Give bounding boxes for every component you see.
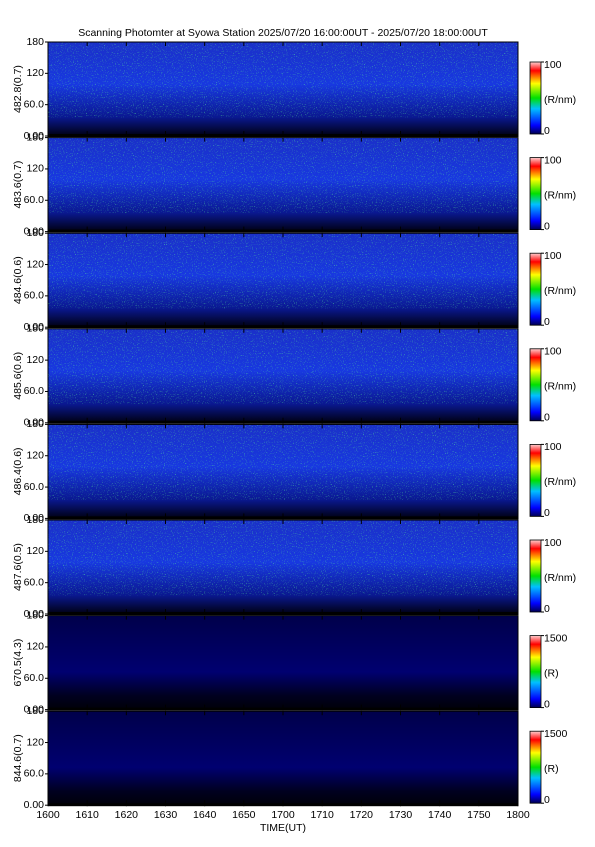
colorbar-label: (R): [544, 667, 559, 679]
colorbar-label: (R): [544, 763, 559, 775]
heatmap-noise: [48, 42, 518, 118]
y-tick-label: 120: [26, 67, 44, 79]
y-tick-label: 60.0: [24, 194, 45, 206]
y-tick-label: 180: [26, 418, 44, 430]
x-tick-label: 1800: [506, 809, 530, 821]
x-tick-label: 1600: [36, 809, 60, 821]
x-tick-label: 1740: [428, 809, 452, 821]
y-tick-label: 120: [26, 450, 44, 462]
colorbar-tick-label: 100: [544, 537, 562, 549]
y-tick-label: 0.00: [24, 321, 45, 333]
x-tick-label: 1720: [350, 809, 374, 821]
y-tick-label: 0.00: [24, 608, 45, 620]
colorbar-label: (R/nm): [544, 189, 576, 201]
y-tick-label: 0.00: [24, 703, 45, 715]
y-tick-label: 60.0: [24, 576, 45, 588]
colorbar-tick-label: 100: [544, 59, 562, 71]
colorbar: [529, 252, 542, 326]
colorbar-tick-label: 0: [544, 412, 550, 424]
y-tick-label: 180: [26, 131, 44, 143]
colorbar-tick-label: 0: [544, 603, 550, 615]
colorbar-tick-label: 0: [544, 507, 550, 519]
colorbar: [529, 730, 542, 804]
x-tick-label: 1610: [75, 809, 99, 821]
y-tick-label: 120: [26, 258, 44, 270]
colorbar-label: (R/nm): [544, 476, 576, 488]
colorbar: [529, 348, 542, 422]
y-tick-label: 60.0: [24, 768, 45, 780]
heatmap-noise: [48, 424, 518, 500]
colorbar-tick-label: 0: [544, 125, 550, 137]
colorbar: [529, 443, 542, 517]
x-tick-label: 1710: [310, 809, 334, 821]
y-tick-label: 0.00: [24, 512, 45, 524]
y-tick-label: 180: [26, 36, 44, 48]
colorbar-tick-label: 100: [544, 346, 562, 358]
y-tick-label: 60.0: [24, 481, 45, 493]
y-tick-label: 120: [26, 354, 44, 366]
heatmap: [48, 615, 518, 710]
y-tick-label: 120: [26, 163, 44, 175]
colorbar-label: (R/nm): [544, 94, 576, 106]
heatmap-noise: [48, 520, 518, 596]
y-axis-label: 670.5(4.3): [12, 639, 24, 687]
colorbar: [529, 157, 542, 231]
x-tick-label: 1700: [271, 809, 295, 821]
colorbar-tick-label: 0: [544, 698, 550, 710]
heatmap-noise: [48, 137, 518, 213]
y-axis-label: 485.6(0.6): [12, 352, 24, 400]
colorbar: [529, 635, 542, 708]
y-axis-label: 482.8(0.7): [12, 65, 24, 113]
y-tick-label: 180: [26, 227, 44, 239]
heatmap-noise: [48, 328, 518, 404]
y-tick-label: 180: [26, 609, 44, 621]
y-axis-label: 844.6(0.7): [12, 734, 24, 782]
colorbar-tick-label: 100: [544, 441, 562, 453]
colorbar-tick-label: 0: [544, 316, 550, 328]
colorbar-tick-label: 0: [544, 220, 550, 232]
y-tick-label: 0.00: [24, 417, 45, 429]
x-tick-label: 1640: [193, 809, 217, 821]
y-tick-label: 120: [26, 545, 44, 557]
y-tick-label: 0.00: [24, 799, 45, 811]
y-tick-label: 60.0: [24, 290, 45, 302]
colorbar-tick-label: 1500: [544, 728, 568, 740]
heatmap-noise: [48, 233, 518, 309]
x-tick-label: 1750: [467, 809, 491, 821]
y-tick-label: 0.00: [24, 225, 45, 237]
x-tick-label: 1620: [115, 809, 139, 821]
chart-title: Scanning Photomter at Syowa Station 2025…: [78, 27, 488, 39]
y-tick-label: 120: [26, 736, 44, 748]
colorbar-label: (R/nm): [544, 381, 576, 393]
colorbar-tick-label: 100: [544, 250, 562, 262]
colorbar-tick-label: 0: [544, 794, 550, 806]
y-axis-label: 486.4(0.6): [12, 447, 24, 495]
colorbar-tick-label: 100: [544, 154, 562, 166]
x-tick-label: 1730: [389, 809, 413, 821]
colorbar: [529, 539, 542, 613]
colorbar-label: (R/nm): [544, 572, 576, 584]
x-axis-label: TIME(UT): [260, 822, 306, 834]
x-tick-label: 1650: [232, 809, 256, 821]
x-tick-label: 1630: [154, 809, 178, 821]
y-axis-label: 484.6(0.6): [12, 256, 24, 304]
colorbar-tick-label: 1500: [544, 632, 568, 644]
y-tick-label: 60.0: [24, 672, 45, 684]
y-tick-label: 120: [26, 641, 44, 653]
y-tick-label: 180: [26, 705, 44, 717]
y-tick-label: 0.00: [24, 130, 45, 142]
y-tick-label: 180: [26, 514, 44, 526]
y-tick-label: 60.0: [24, 98, 45, 110]
y-tick-label: 180: [26, 323, 44, 335]
y-axis-label: 483.6(0.7): [12, 161, 24, 209]
y-axis-label: 487.6(0.5): [12, 543, 24, 591]
colorbar: [529, 61, 542, 135]
heatmap: [48, 711, 518, 806]
colorbar-label: (R/nm): [544, 285, 576, 297]
y-tick-label: 60.0: [24, 385, 45, 397]
